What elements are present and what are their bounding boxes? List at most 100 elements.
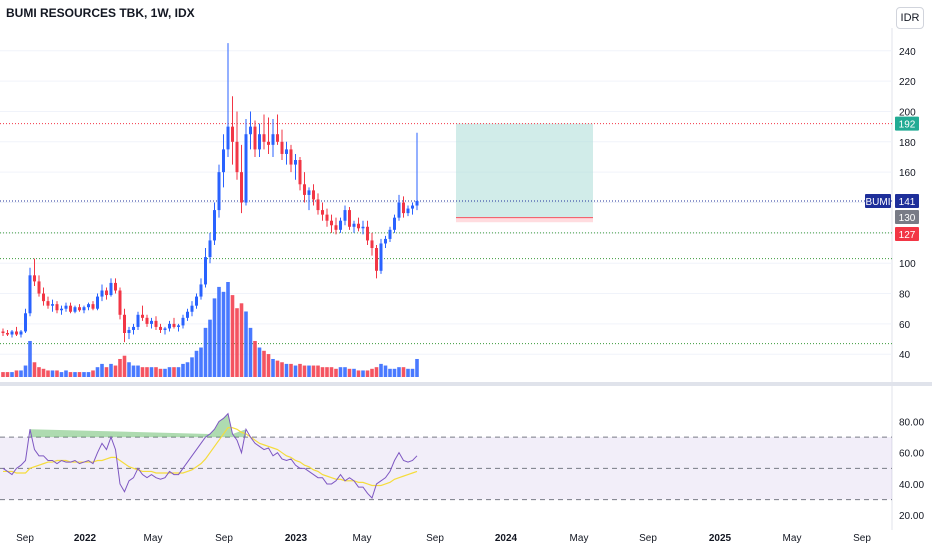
candle <box>141 305 144 321</box>
candle <box>231 96 234 165</box>
volume-bar <box>199 347 203 377</box>
volume-bar <box>397 367 401 377</box>
rsi-tick-label: 60.00 <box>899 449 924 460</box>
candle-body <box>343 210 347 221</box>
candle <box>249 111 252 150</box>
volume-bar <box>73 372 77 377</box>
volume-bar <box>41 368 46 377</box>
volume-bar <box>316 365 320 377</box>
volume-bar <box>307 365 311 377</box>
volume-bar <box>190 357 194 377</box>
volume-bar <box>379 363 383 377</box>
volume-bar <box>415 358 419 377</box>
candle <box>298 156 302 191</box>
volume-bar <box>55 370 59 377</box>
volume-bar <box>289 363 293 377</box>
candle <box>118 287 122 320</box>
candle-body <box>60 308 63 311</box>
candle-body <box>249 126 252 135</box>
candle <box>258 123 261 157</box>
volume-bar <box>158 368 163 377</box>
candle <box>307 187 311 211</box>
candle-body <box>199 284 203 297</box>
volume-bar <box>208 319 212 377</box>
candle-body <box>55 304 59 311</box>
candle <box>271 119 275 157</box>
candle <box>177 323 180 332</box>
candle <box>55 301 59 314</box>
candle-body <box>168 323 171 329</box>
candle <box>100 284 104 302</box>
candle <box>195 293 198 309</box>
candle-body <box>208 240 212 258</box>
current-price-tag-bg <box>895 193 919 208</box>
price-tick-label: 240 <box>899 47 916 58</box>
volume-bar <box>86 372 91 377</box>
volume-bar <box>257 347 262 377</box>
volume-bar <box>185 362 190 377</box>
candle-body <box>15 331 18 335</box>
candle <box>375 244 378 279</box>
volume-bar <box>365 370 370 377</box>
time-axis-label: May <box>144 533 163 544</box>
price-tick-label: 80 <box>899 290 911 301</box>
time-axis-label: May <box>353 533 372 544</box>
currency-selector[interactable]: IDR <box>896 7 924 29</box>
candle-body <box>28 275 32 314</box>
rsi-tick-label: 40.00 <box>899 480 924 491</box>
candle <box>123 308 126 343</box>
volume-bar <box>23 365 28 377</box>
candle-body <box>411 205 414 209</box>
time-axis-label: Sep <box>639 533 657 544</box>
volume-bar <box>181 363 185 377</box>
candle-body <box>73 307 77 312</box>
volume-bar <box>230 295 235 377</box>
candle-body <box>222 149 225 173</box>
candle <box>244 119 248 206</box>
candle-body <box>195 296 198 306</box>
candle-body <box>33 275 36 282</box>
candle-body <box>285 149 288 154</box>
volume-bar <box>280 362 284 377</box>
volume-bar <box>122 355 127 377</box>
candle <box>325 208 329 227</box>
volume-bar <box>32 362 37 377</box>
volume-bar <box>325 367 329 377</box>
candle-body <box>136 314 140 327</box>
candle-body <box>154 320 158 327</box>
volume-bar <box>298 363 302 377</box>
rsi-tick-label: 80.00 <box>899 417 924 428</box>
volume-bar <box>217 286 221 377</box>
candle <box>145 314 149 327</box>
entry-price-tag-bg <box>895 209 919 224</box>
candle <box>64 302 68 312</box>
candle-body <box>172 323 176 327</box>
candle <box>190 301 194 317</box>
candle <box>316 193 320 215</box>
candle <box>370 232 374 256</box>
rsi-line <box>2 412 418 499</box>
candle <box>321 202 324 221</box>
time-axis-label: 2024 <box>495 533 518 544</box>
candle-body <box>267 141 270 145</box>
price-tick-label: 160 <box>899 168 916 179</box>
candle-body <box>190 305 194 312</box>
volume-bar <box>95 367 100 377</box>
candle-body <box>1 331 5 333</box>
volume-bar <box>406 368 410 377</box>
candle-body <box>42 293 45 302</box>
volume-bar <box>104 367 109 377</box>
candle <box>393 214 396 233</box>
candle-body <box>69 305 72 312</box>
volume-bar <box>388 368 392 377</box>
time-axis-label: Sep <box>16 533 34 544</box>
candle-body <box>366 226 369 241</box>
candle <box>222 134 225 188</box>
volume-bar <box>221 291 226 377</box>
candle-body <box>10 331 14 335</box>
candle-body <box>82 307 86 311</box>
candle <box>402 196 405 218</box>
candle-body <box>253 126 257 150</box>
chart-title: BUMI RESOURCES TBK, 1W, IDX <box>6 6 195 20</box>
